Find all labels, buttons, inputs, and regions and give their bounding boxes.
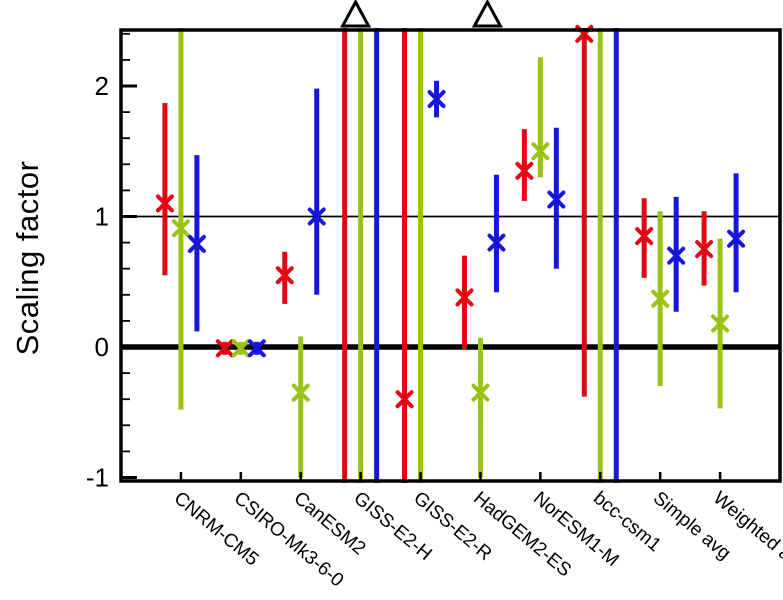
center-marker	[667, 246, 686, 265]
offscale-triangle-icon	[340, 0, 372, 28]
center-marker	[695, 240, 714, 259]
center-marker	[231, 339, 250, 358]
center-marker	[711, 314, 730, 333]
center-marker	[651, 289, 670, 308]
center-marker	[291, 383, 310, 402]
center-marker	[515, 161, 534, 180]
center-marker	[171, 219, 190, 238]
y-tick-label: 1	[95, 202, 109, 232]
center-marker	[275, 266, 294, 285]
y-tick-label: 0	[95, 332, 109, 362]
plot-border	[119, 28, 782, 483]
center-marker	[487, 233, 506, 252]
center-marker	[307, 207, 326, 226]
y-tick-label: 2	[95, 71, 109, 101]
center-marker	[155, 194, 174, 213]
offscale-triangle-icon	[471, 0, 503, 28]
x-tick-label: CSIRO-Mk3-6-0	[230, 488, 348, 592]
center-marker	[215, 339, 234, 358]
center-marker	[455, 288, 474, 307]
y-tick-label: -1	[86, 463, 109, 493]
x-tick-label: Weighted avg	[709, 488, 783, 579]
center-marker	[531, 142, 550, 161]
center-marker	[471, 383, 490, 402]
center-marker	[547, 190, 566, 209]
center-marker	[395, 390, 414, 409]
center-marker	[727, 229, 746, 248]
center-marker	[187, 234, 206, 253]
center-marker	[247, 339, 266, 358]
center-marker	[427, 90, 446, 109]
center-marker	[635, 227, 654, 246]
